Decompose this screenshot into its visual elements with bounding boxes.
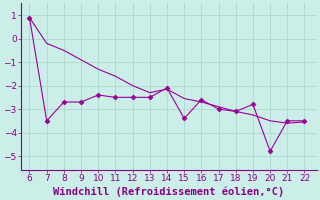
X-axis label: Windchill (Refroidissement éolien,°C): Windchill (Refroidissement éolien,°C) — [53, 186, 284, 197]
